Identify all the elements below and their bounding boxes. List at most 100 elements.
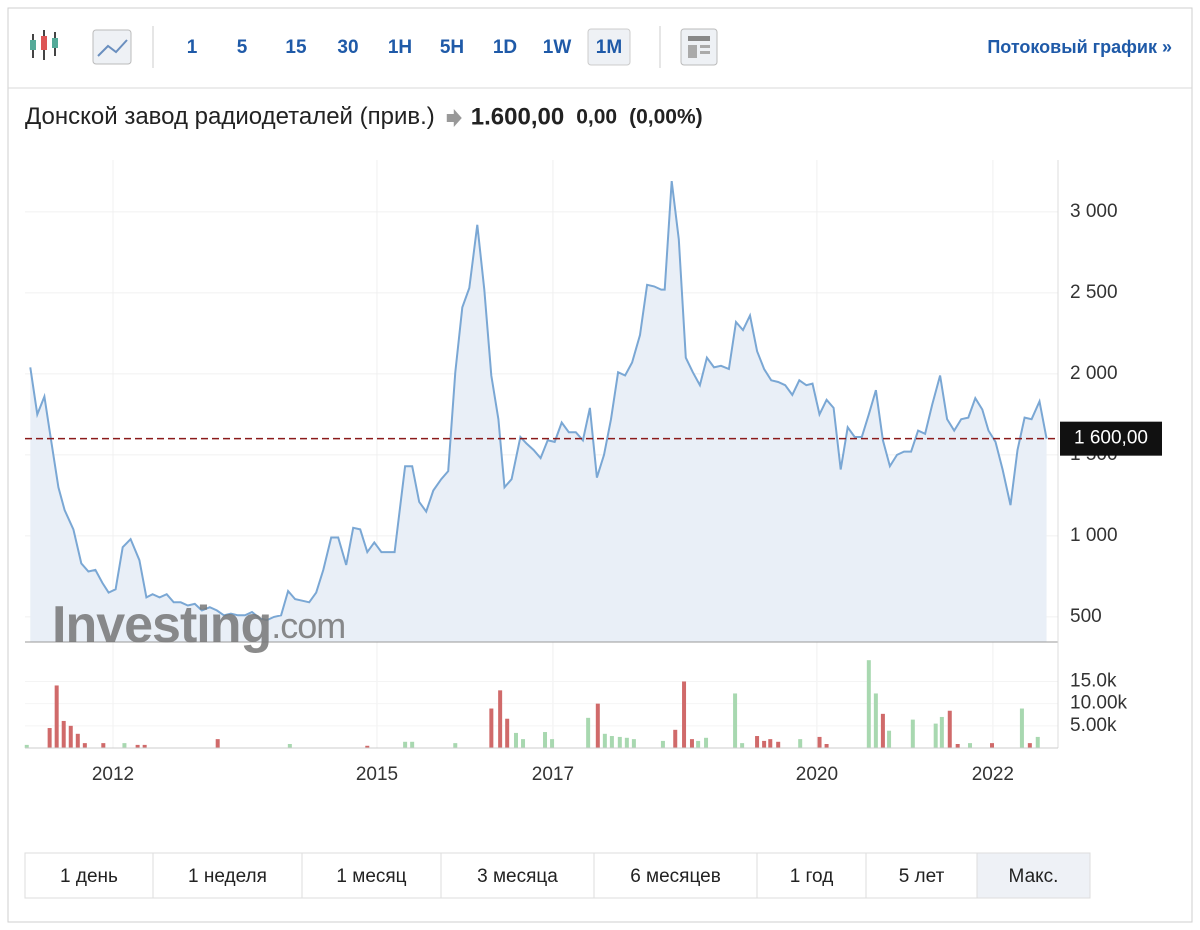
y-tick-label: 1 000 [1070, 525, 1118, 546]
volume-bar [910, 719, 915, 748]
watermark-brand: Investing [52, 596, 271, 654]
change: 0,00 [576, 106, 617, 129]
range-label[interactable]: 1 неделя [188, 866, 267, 887]
volume-bar [215, 739, 220, 748]
candle-icon[interactable] [30, 30, 58, 60]
interval-button[interactable]: 5 [237, 37, 248, 58]
volume-bar [101, 743, 106, 748]
interval-button[interactable]: 1H [388, 37, 412, 58]
volume-bar [142, 744, 147, 748]
last-price-label: 1 600,00 [1074, 428, 1148, 449]
interval-button[interactable]: 1W [543, 37, 572, 58]
volume-bar [403, 741, 408, 748]
x-tick-label: 2012 [92, 764, 134, 785]
arrow-icon [446, 109, 462, 127]
volume-bar [595, 703, 600, 748]
selected-range-bg [977, 853, 1090, 898]
change-pct: (0,00%) [629, 106, 703, 129]
volume-bar [733, 693, 738, 748]
volume-bar [287, 744, 292, 748]
volume-bar [47, 728, 52, 748]
range-label[interactable]: 5 лет [899, 866, 945, 887]
volume-bar [660, 740, 665, 748]
volume-bar [740, 743, 745, 748]
volume-bar [1019, 708, 1024, 748]
volume-bar [696, 740, 701, 748]
y-tick-label: 2 500 [1070, 282, 1118, 303]
stream-link[interactable]: Потоковый график » [987, 37, 1172, 57]
volume-bar [54, 685, 59, 748]
y-tick-label: 500 [1070, 606, 1102, 627]
volume-bar [550, 739, 555, 748]
volume-bar [990, 743, 995, 748]
range-label[interactable]: 6 месяцев [630, 866, 721, 887]
selected-interval-bg [587, 28, 631, 66]
volume-bar [122, 743, 127, 748]
volume-bar [955, 744, 960, 748]
volume-bar [513, 732, 518, 748]
volume-bar [489, 708, 494, 748]
volume-bar [689, 739, 694, 748]
x-tick-label: 2020 [796, 764, 838, 785]
volume-bar [410, 741, 415, 748]
volume-bar [498, 690, 503, 748]
volume-bar [624, 737, 629, 748]
range-label[interactable]: 1 год [790, 866, 834, 887]
interval-button[interactable]: 1M [596, 37, 622, 58]
volume-bar [939, 716, 944, 748]
volume-bar [68, 725, 73, 748]
y-tick-label: 3 000 [1070, 201, 1118, 222]
layout-icon[interactable] [680, 28, 718, 66]
x-tick-label: 2017 [532, 764, 574, 785]
y-tick-label: 10.00k [1070, 693, 1128, 714]
interval-button[interactable]: 30 [337, 37, 358, 58]
quote: 1.600,00 0,00 (0,00%) [446, 103, 703, 130]
volume-bar [880, 713, 885, 748]
range-label[interactable]: Макс. [1009, 866, 1059, 887]
interval-button[interactable]: 15 [285, 37, 307, 58]
volume-bar [24, 744, 29, 748]
line-icon[interactable] [92, 29, 132, 65]
volume-bar [887, 730, 892, 748]
interval-button[interactable]: 1D [493, 37, 517, 58]
range-button[interactable] [976, 852, 1091, 899]
volume-bar [776, 741, 781, 748]
volume-bar [968, 743, 973, 748]
range-label[interactable]: 3 месяца [477, 866, 558, 887]
price-area [30, 181, 1047, 642]
volume-bar [135, 744, 140, 748]
x-tick-label: 2022 [972, 764, 1014, 785]
volume-bar [631, 739, 636, 748]
watermark: Investing.com [52, 596, 345, 654]
volume-bar [873, 693, 878, 748]
volume-bar [933, 723, 938, 748]
volume-bar [82, 743, 87, 748]
x-tick-label: 2015 [356, 764, 398, 785]
y-tick-label: 15.0k [1070, 670, 1117, 691]
volume-bar [505, 718, 510, 748]
price: 1.600,00 [471, 103, 564, 130]
volume-bar [602, 733, 607, 748]
volume-bar [798, 739, 803, 748]
volume-bar [947, 710, 952, 748]
volume-bar [768, 739, 773, 748]
volume-bar [521, 739, 526, 748]
price-line [29, 180, 1048, 622]
volume-bar [609, 736, 614, 748]
watermark-domain: .com [271, 605, 345, 646]
instrument-name: Донской завод радиодеталей (прив.) [25, 103, 435, 130]
interval-button[interactable]: 5H [440, 37, 464, 58]
volume-bar [365, 745, 370, 748]
range-label[interactable]: 1 день [60, 866, 118, 887]
volume-bar [61, 720, 66, 748]
volume-bar [762, 740, 767, 748]
y-tick-label: 2 000 [1070, 363, 1118, 384]
volume-bar [1035, 736, 1040, 748]
interval-button[interactable]: 1 [187, 37, 198, 58]
volume-bar [682, 681, 687, 748]
volume-bar [586, 717, 591, 748]
range-label[interactable]: 1 месяц [336, 866, 406, 887]
volume-bar [543, 732, 548, 748]
